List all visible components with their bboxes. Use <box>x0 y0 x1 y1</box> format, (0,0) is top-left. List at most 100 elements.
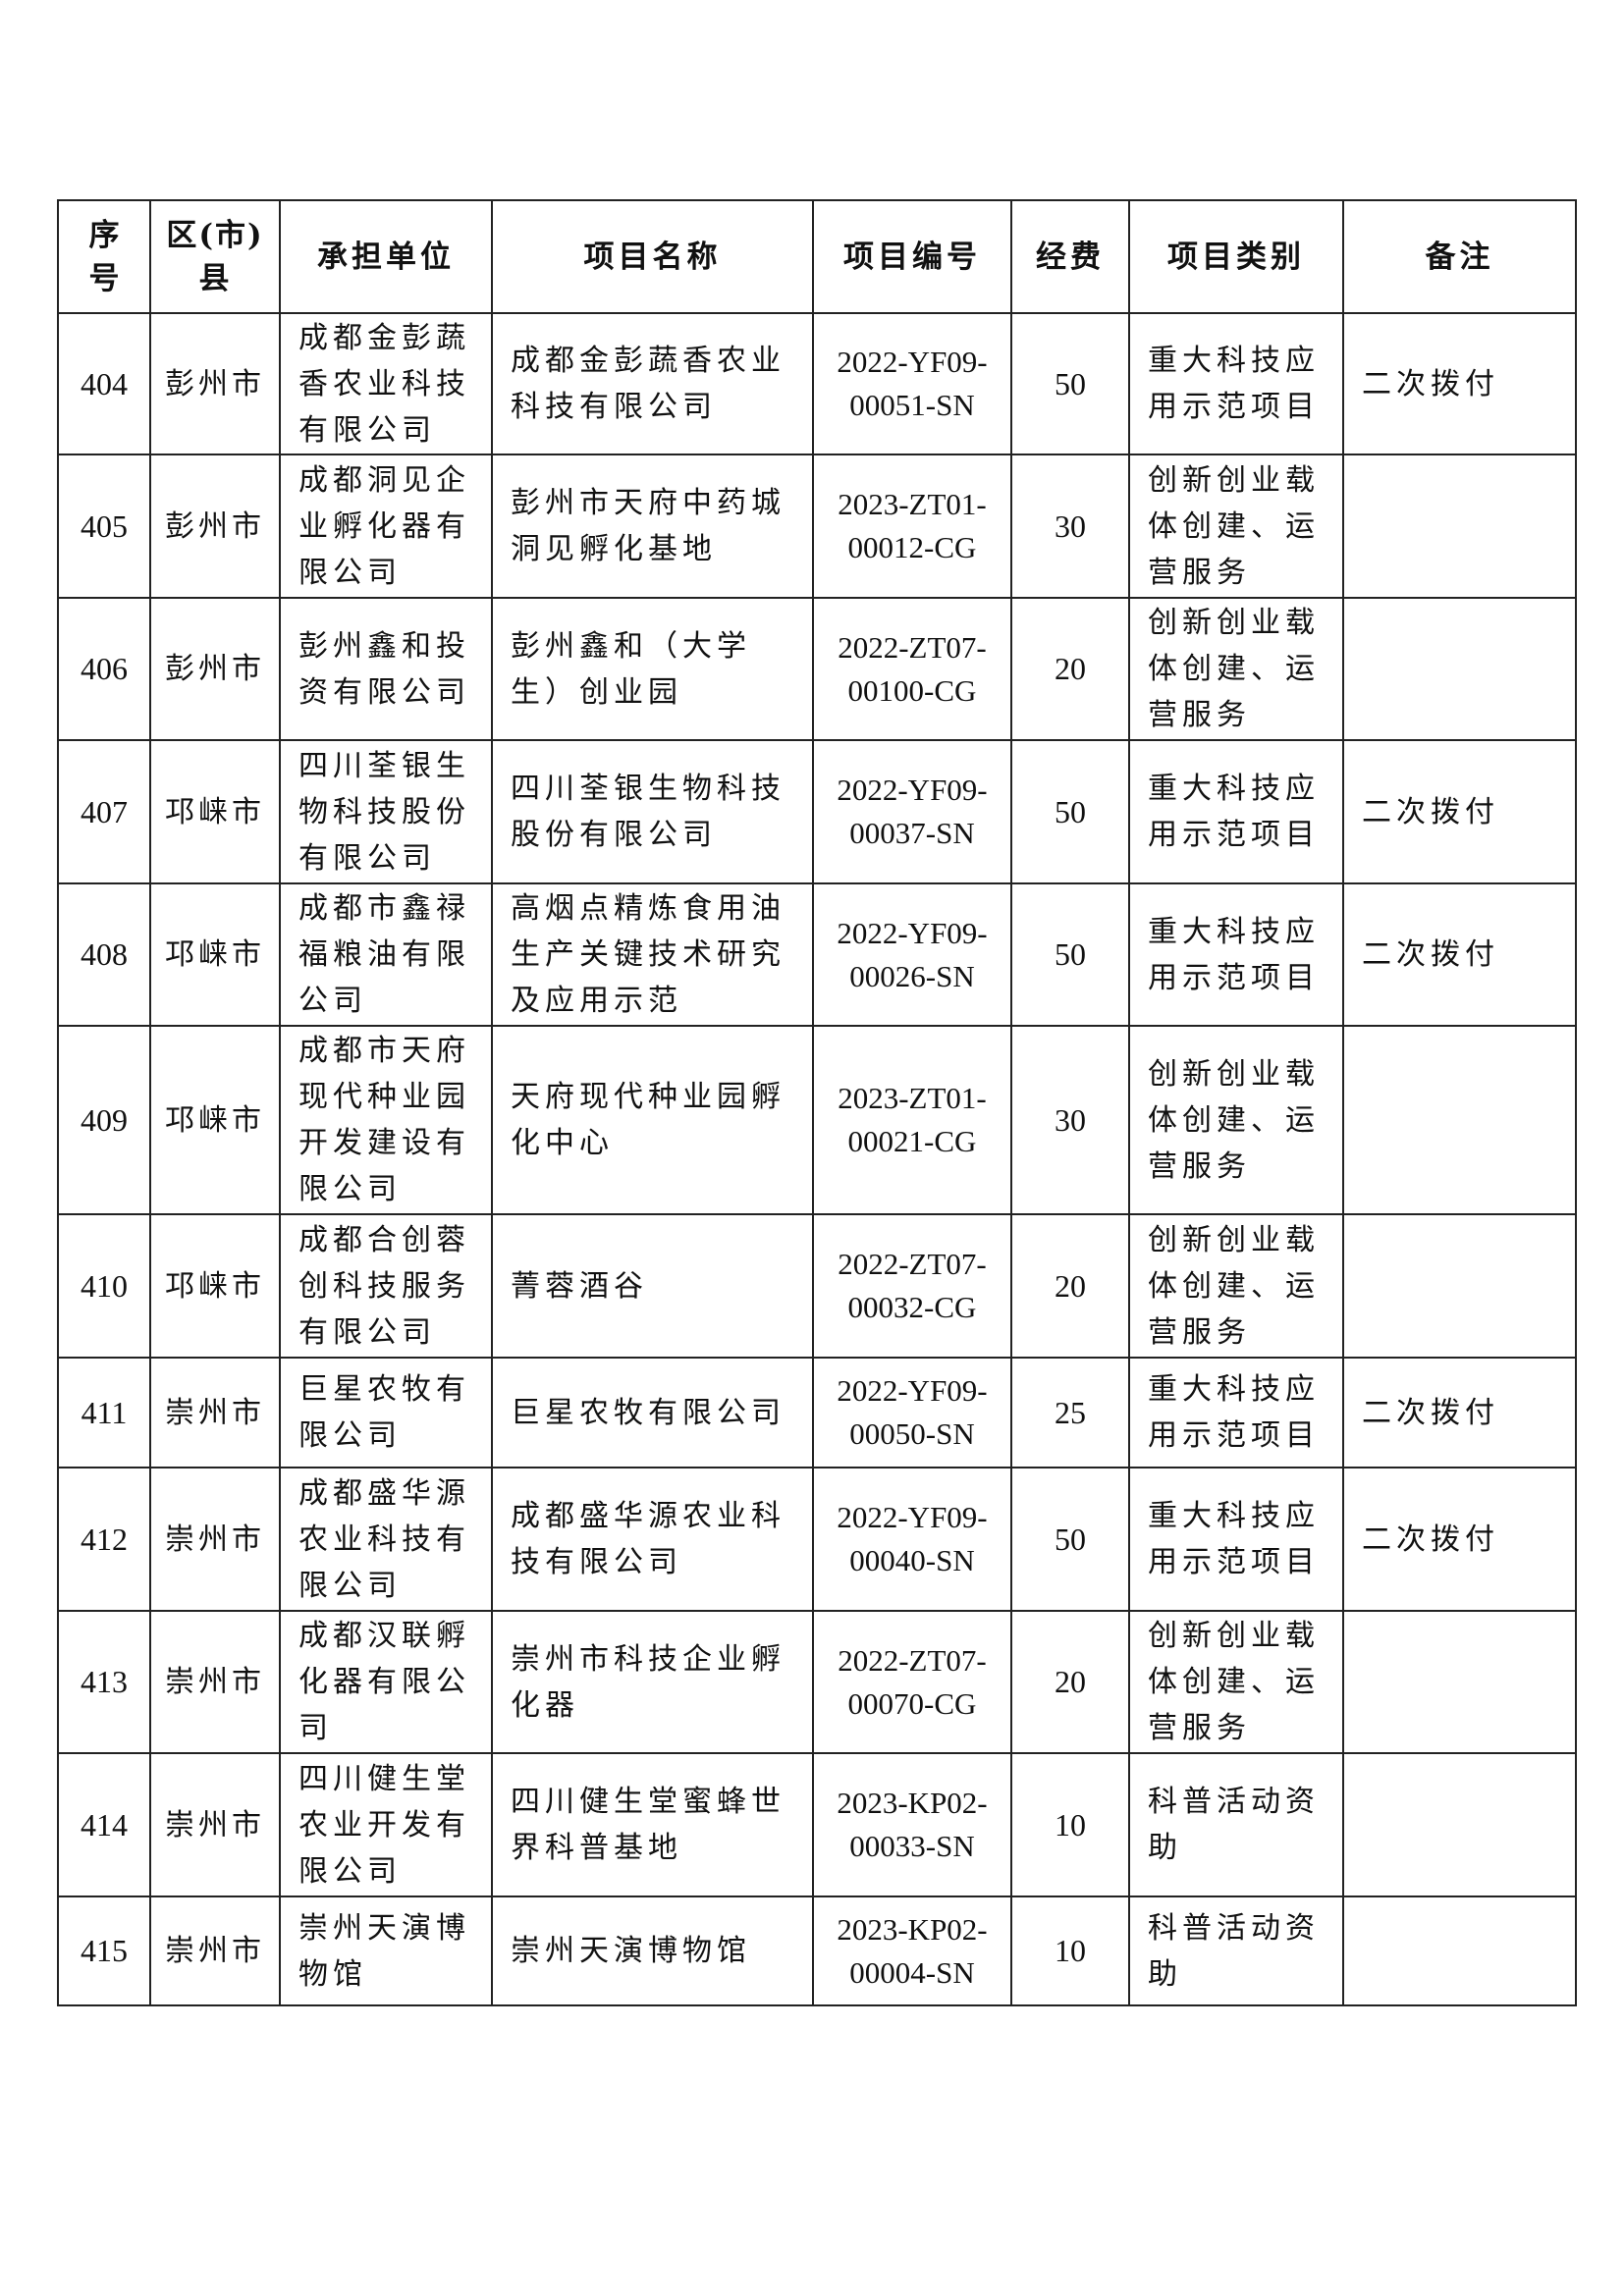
remark: 二次拨付 <box>1342 1467 1577 1612</box>
project-name: 成都金彭蔬香农业科技有限公司 <box>491 312 814 455</box>
project-category: 创新创业载体创建、运营服务 <box>1128 454 1344 599</box>
project-code-line1: 2022-YF09- <box>837 1500 988 1534</box>
project-name: 彭州市天府中药城洞见孵化基地 <box>491 454 814 599</box>
remark: 二次拨付 <box>1342 739 1577 884</box>
project-code-line1: 2022-YF09- <box>837 1373 988 1408</box>
table-row: 412 崇州市 成都盛华源农业科技有限公司 成都盛华源农业科技有限公司 2022-YF0… <box>57 1467 1577 1612</box>
district: 彭州市 <box>149 312 281 455</box>
project-code-line2: 00100-CG <box>847 672 977 708</box>
project-code-line1: 2022-ZT07- <box>838 1247 987 1281</box>
project-category: 重大科技应用示范项目 <box>1128 312 1344 455</box>
project-code-line2: 00033-SN <box>849 1829 975 1863</box>
project-code-line1: 2023-KP02- <box>837 1911 988 1947</box>
remark <box>1342 1896 1577 2006</box>
project-code-line2: 00021-CG <box>847 1124 977 1158</box>
project-category: 创新创业载体创建、运营服务 <box>1128 597 1344 741</box>
project-code-line2: 00026-SN <box>849 958 975 993</box>
table-row: 414 崇州市 四川健生堂农业开发有限公司 四川健生堂蜜蜂世界科普基地 2023-KP0… <box>57 1752 1577 1897</box>
project-code-line2: 00037-SN <box>849 816 975 850</box>
project-table: 序号 区(市)县 承担单位 项目名称 项目编号 经费 项目类别 备注 404 彭州… <box>57 199 1577 2006</box>
project-code-line1: 2022-YF09- <box>837 773 988 807</box>
row-number: 404 <box>57 312 151 455</box>
undertaking-unit: 四川健生堂农业开发有限公司 <box>279 1752 493 1897</box>
project-code: 2022-ZT07- 00032-CG <box>812 1213 1012 1359</box>
project-category: 科普活动资助 <box>1128 1896 1344 2006</box>
project-code-line1: 2022-ZT07- <box>838 629 987 665</box>
project-name: 彭州鑫和（大学生）创业园 <box>491 597 814 741</box>
project-code-line2: 00070-CG <box>847 1685 977 1721</box>
funding: 20 <box>1010 1610 1130 1754</box>
project-code: 2023-KP02- 00033-SN <box>812 1752 1012 1897</box>
district: 崇州市 <box>149 1896 281 2006</box>
project-code: 2022-YF09- 00026-SN <box>812 882 1012 1027</box>
header-category: 项目类别 <box>1128 199 1344 314</box>
table-row: 405 彭州市 成都洞见企业孵化器有限公司 彭州市天府中药城洞见孵化基地 2023-ZT… <box>57 454 1577 599</box>
district: 崇州市 <box>149 1467 281 1612</box>
funding: 20 <box>1010 1213 1130 1359</box>
project-code-line1: 2023-ZT01- <box>838 1081 987 1115</box>
table-row: 407 邛崃市 四川荃银生物科技股份有限公司 四川荃银生物科技股份有限公司 2022-Y… <box>57 739 1577 884</box>
header-code: 项目编号 <box>812 199 1012 314</box>
project-code-line1: 2023-ZT01- <box>838 487 987 521</box>
project-code-line2: 00032-CG <box>847 1290 977 1324</box>
header-remark: 备注 <box>1342 199 1577 314</box>
header-no: 序号 <box>57 199 151 314</box>
district: 邛崃市 <box>149 1025 281 1215</box>
remark <box>1342 454 1577 599</box>
project-code-line1: 2022-YF09- <box>837 915 988 950</box>
row-number: 410 <box>57 1213 151 1359</box>
project-code: 2022-YF09- 00037-SN <box>812 739 1012 884</box>
project-code: 2022-YF09- 00051-SN <box>812 312 1012 455</box>
district: 崇州市 <box>149 1752 281 1897</box>
undertaking-unit: 崇州天演博物馆 <box>279 1896 493 2006</box>
funding: 20 <box>1010 597 1130 741</box>
undertaking-unit: 四川荃银生物科技股份有限公司 <box>279 739 493 884</box>
project-code-line2: 00040-SN <box>849 1543 975 1577</box>
project-category: 重大科技应用示范项目 <box>1128 1467 1344 1612</box>
table-row: 413 崇州市 成都汉联孵化器有限公司 崇州市科技企业孵化器 2022-ZT07- 000… <box>57 1610 1577 1754</box>
undertaking-unit: 成都市天府现代种业园开发建设有限公司 <box>279 1025 493 1215</box>
row-number: 406 <box>57 597 151 741</box>
project-code: 2022-ZT07- 00100-CG <box>812 597 1012 741</box>
district: 邛崃市 <box>149 739 281 884</box>
undertaking-unit: 彭州鑫和投资有限公司 <box>279 597 493 741</box>
undertaking-unit: 巨星农牧有限公司 <box>279 1357 493 1468</box>
row-number: 412 <box>57 1467 151 1612</box>
district: 彭州市 <box>149 454 281 599</box>
district: 彭州市 <box>149 597 281 741</box>
project-name: 崇州市科技企业孵化器 <box>491 1610 814 1754</box>
project-code-line2: 00012-CG <box>847 530 977 564</box>
project-category: 重大科技应用示范项目 <box>1128 739 1344 884</box>
table-row: 410 邛崃市 成都合创蓉创科技服务有限公司 菁蓉酒谷 2022-ZT07- 00032-… <box>57 1213 1577 1359</box>
header-project: 项目名称 <box>491 199 814 314</box>
remark: 二次拨付 <box>1342 312 1577 455</box>
district: 崇州市 <box>149 1610 281 1754</box>
header-unit: 承担单位 <box>279 199 493 314</box>
project-name: 四川健生堂蜜蜂世界科普基地 <box>491 1752 814 1897</box>
funding: 30 <box>1010 1025 1130 1215</box>
funding: 50 <box>1010 312 1130 455</box>
project-category: 重大科技应用示范项目 <box>1128 1357 1344 1468</box>
project-code-line1: 2022-ZT07- <box>838 1642 987 1678</box>
row-number: 409 <box>57 1025 151 1215</box>
remark <box>1342 597 1577 741</box>
project-name: 四川荃银生物科技股份有限公司 <box>491 739 814 884</box>
remark <box>1342 1610 1577 1754</box>
project-name: 高烟点精炼食用油生产关键技术研究及应用示范 <box>491 882 814 1027</box>
funding: 10 <box>1010 1896 1130 2006</box>
row-number: 413 <box>57 1610 151 1754</box>
project-code-line1: 2022-YF09- <box>837 345 988 379</box>
district: 邛崃市 <box>149 1213 281 1359</box>
undertaking-unit: 成都合创蓉创科技服务有限公司 <box>279 1213 493 1359</box>
project-name: 巨星农牧有限公司 <box>491 1357 814 1468</box>
row-number: 411 <box>57 1357 151 1468</box>
project-code: 2022-YF09- 00050-SN <box>812 1357 1012 1468</box>
project-code-line2: 00051-SN <box>849 388 975 422</box>
table-row: 415 崇州市 崇州天演博物馆 崇州天演博物馆 2023-KP02- 00004-SN 10… <box>57 1896 1577 2006</box>
table-row: 406 彭州市 彭州鑫和投资有限公司 彭州鑫和（大学生）创业园 2022-ZT07- 00… <box>57 597 1577 741</box>
funding: 50 <box>1010 1467 1130 1612</box>
project-code: 2022-ZT07- 00070-CG <box>812 1610 1012 1754</box>
undertaking-unit: 成都汉联孵化器有限公司 <box>279 1610 493 1754</box>
table-row: 409 邛崃市 成都市天府现代种业园开发建设有限公司 天府现代种业园孵化中心 2023-… <box>57 1025 1577 1215</box>
row-number: 405 <box>57 454 151 599</box>
